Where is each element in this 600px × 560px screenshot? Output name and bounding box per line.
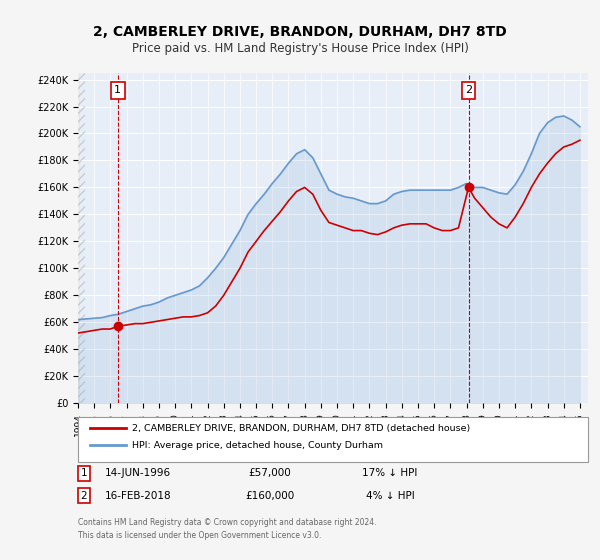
Text: 1: 1 [80, 468, 88, 478]
Text: 4% ↓ HPI: 4% ↓ HPI [365, 491, 415, 501]
Text: £57,000: £57,000 [248, 468, 292, 478]
Text: £160,000: £160,000 [245, 491, 295, 501]
Text: This data is licensed under the Open Government Licence v3.0.: This data is licensed under the Open Gov… [78, 531, 322, 540]
Text: 14-JUN-1996: 14-JUN-1996 [105, 468, 171, 478]
Text: Price paid vs. HM Land Registry's House Price Index (HPI): Price paid vs. HM Land Registry's House … [131, 42, 469, 55]
Text: HPI: Average price, detached house, County Durham: HPI: Average price, detached house, Coun… [132, 441, 383, 450]
Text: 2, CAMBERLEY DRIVE, BRANDON, DURHAM, DH7 8TD: 2, CAMBERLEY DRIVE, BRANDON, DURHAM, DH7… [93, 25, 507, 39]
Text: 2: 2 [80, 491, 88, 501]
Text: 16-FEB-2018: 16-FEB-2018 [104, 491, 172, 501]
Text: 17% ↓ HPI: 17% ↓ HPI [362, 468, 418, 478]
Text: 2, CAMBERLEY DRIVE, BRANDON, DURHAM, DH7 8TD (detached house): 2, CAMBERLEY DRIVE, BRANDON, DURHAM, DH7… [132, 424, 470, 433]
Text: Contains HM Land Registry data © Crown copyright and database right 2024.: Contains HM Land Registry data © Crown c… [78, 518, 377, 527]
Text: 1: 1 [114, 85, 121, 95]
Text: 2: 2 [465, 85, 472, 95]
Bar [78, 73, 85, 403]
